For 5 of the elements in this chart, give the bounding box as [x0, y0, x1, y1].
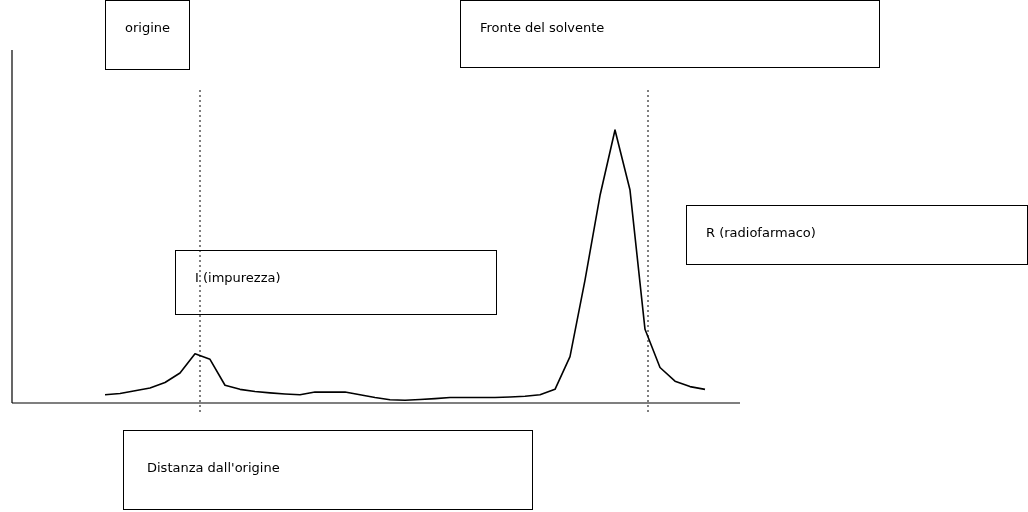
annotation: I (impurezza)	[195, 270, 281, 285]
text: Fronte del solvente	[480, 20, 605, 35]
annotation: R (radiofarmaco)	[706, 225, 816, 240]
text: origine	[125, 20, 171, 35]
x-axis-title: Distanza dall'origine	[147, 460, 280, 475]
